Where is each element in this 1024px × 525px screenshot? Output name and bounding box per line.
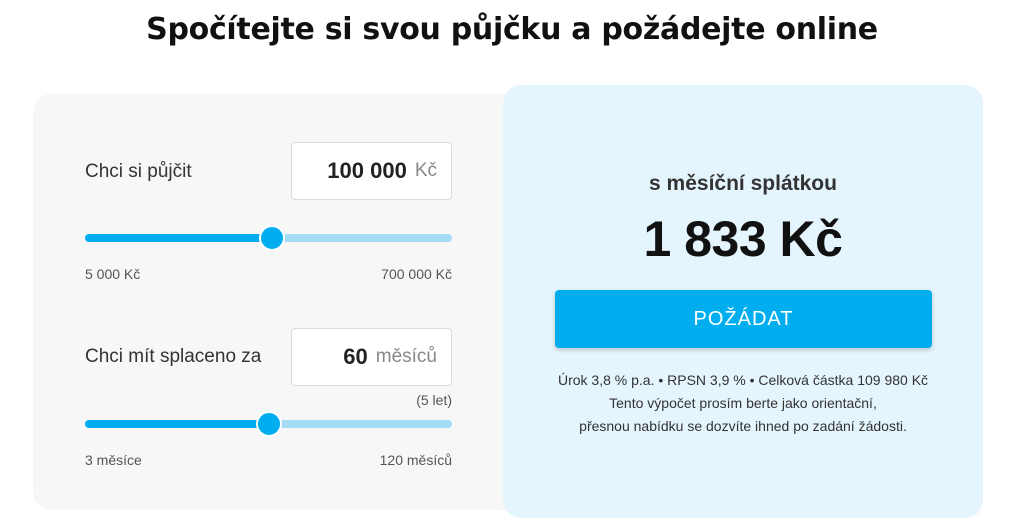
term-unit: měsíců <box>375 346 437 367</box>
amount-slider-fill <box>85 234 273 242</box>
term-max-label: 120 měsíců <box>379 452 452 468</box>
term-input[interactable]: 60 měsíců <box>291 328 452 386</box>
term-slider-fill <box>85 420 269 428</box>
amount-min-label: 5 000 Kč <box>85 266 141 282</box>
amount-value: 100 000 <box>327 158 407 183</box>
amount-max-label: 700 000 Kč <box>381 266 452 282</box>
term-min-label: 3 měsíce <box>85 452 142 468</box>
disclaimer-line-2: přesnou nabídku se dozvíte ihned po zadá… <box>579 418 907 434</box>
amount-input[interactable]: 100 000 Kč <box>291 142 452 200</box>
loan-terms-info: Úrok 3,8 % p.a. • RPSN 3,9 % • Celková č… <box>557 372 929 388</box>
monthly-payment-label: s měsíční splátkou <box>649 172 837 195</box>
term-slider-thumb[interactable] <box>255 411 282 437</box>
amount-slider-thumb[interactable] <box>259 225 286 251</box>
amount-unit: Kč <box>414 160 437 181</box>
term-value: 60 <box>343 344 368 369</box>
monthly-payment-value: 1 833 Kč <box>643 211 843 267</box>
amount-slider[interactable] <box>85 225 452 251</box>
amount-label: Chci si půjčit <box>85 161 192 182</box>
page-title: Spočítejte si svou půjčku a požádejte on… <box>146 12 878 47</box>
disclaimer-line-1: Tento výpočet prosím berte jako orientač… <box>609 395 877 411</box>
term-slider[interactable] <box>85 411 452 437</box>
term-hint: (5 let) <box>416 392 452 408</box>
request-button[interactable]: POŽÁDAT <box>555 290 932 348</box>
term-label: Chci mít splaceno za <box>85 346 262 367</box>
